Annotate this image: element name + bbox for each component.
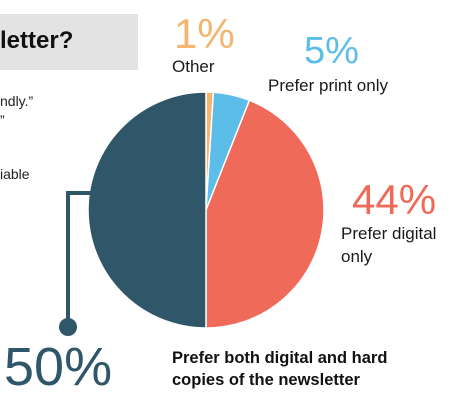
label-print: Prefer print only xyxy=(268,76,388,95)
pct-other: 1% xyxy=(174,10,235,57)
label-other: Other xyxy=(172,57,215,76)
pct-digital: 44% xyxy=(352,176,437,223)
label-digital-line-2: only xyxy=(341,247,373,266)
side-text-line-3: iable xyxy=(0,166,30,182)
slice-both xyxy=(87,91,207,329)
side-text-line-1: ndly.” xyxy=(0,93,34,109)
side-text-line-2: ” xyxy=(0,112,5,128)
slice-digital-only xyxy=(205,99,325,329)
pct-both: 50% xyxy=(4,337,113,397)
leader-line xyxy=(66,191,93,326)
chart-title-fragment: letter? xyxy=(0,27,74,54)
leader-dot xyxy=(59,318,77,336)
title-box xyxy=(0,14,138,70)
label-both-line-2: copies of the newsletter xyxy=(172,371,360,389)
pct-print: 5% xyxy=(304,30,359,72)
label-digital-line-1: Prefer digital xyxy=(341,224,437,243)
label-both-line-1: Prefer both digital and hard xyxy=(172,349,388,367)
